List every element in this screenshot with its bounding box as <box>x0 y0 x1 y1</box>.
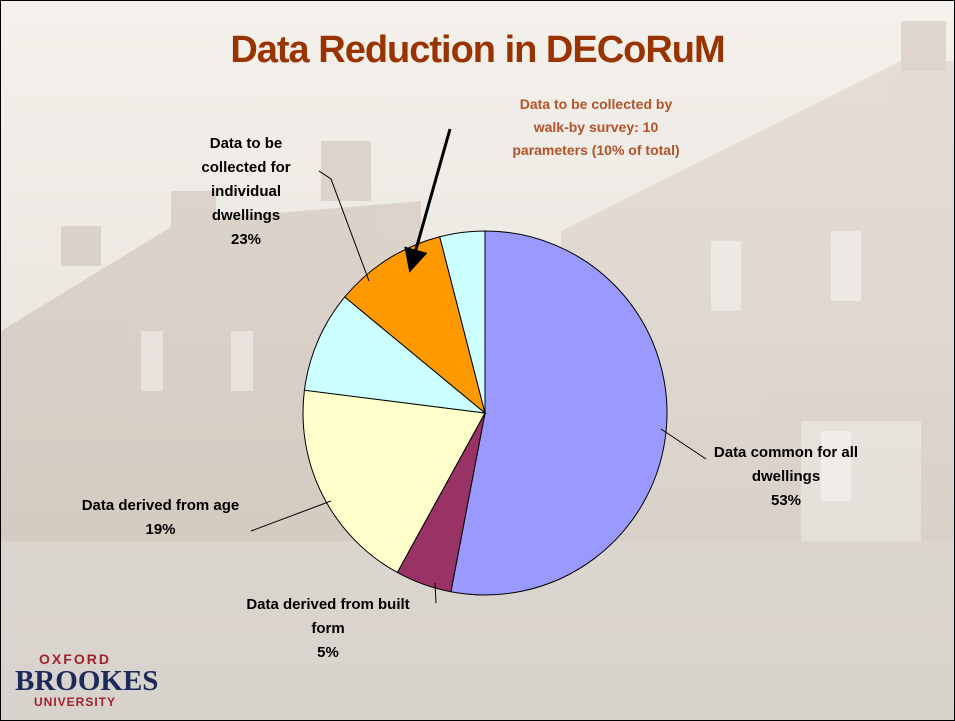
slice-label: Data common for all dwellings 53% <box>701 441 871 513</box>
logo: OXFORD BROOKES UNIVERSITY <box>15 651 159 709</box>
category-label: Data derived from built form <box>246 596 410 637</box>
leader-line <box>318 170 370 282</box>
category-label: Data common for all dwellings <box>713 444 859 485</box>
leader-line <box>250 500 332 532</box>
annotation: Data to be collected by walk-by survey: … <box>512 96 680 158</box>
logo-text: BROOKES <box>15 665 159 697</box>
arrow <box>404 128 452 273</box>
logo-text: OXFORD <box>39 651 111 667</box>
pie-slice <box>450 230 668 596</box>
value-label: 23% <box>230 231 262 248</box>
leader-line <box>660 428 707 460</box>
value-label: 53% <box>770 492 802 509</box>
category-label: Data derived from age <box>81 497 240 514</box>
pie-slice <box>344 236 486 415</box>
leader-line <box>434 582 437 604</box>
value-label: 19% <box>145 521 176 538</box>
value-label: 5% <box>317 644 339 661</box>
logo-text: UNIVERSITY <box>33 695 116 709</box>
chart-title: Data Reduction in DECoRuM <box>230 29 725 71</box>
slice-label: Data derived from built form 5% <box>243 593 413 665</box>
slice-label: Data derived from age 19% <box>73 494 248 542</box>
pie-slice <box>302 389 486 574</box>
annotation: Data to be collected for individual dwel… <box>201 135 291 224</box>
group-label: Data to be collected for individual dwel… <box>181 132 311 252</box>
pie-slice <box>303 296 487 414</box>
pie-slice <box>439 230 486 414</box>
